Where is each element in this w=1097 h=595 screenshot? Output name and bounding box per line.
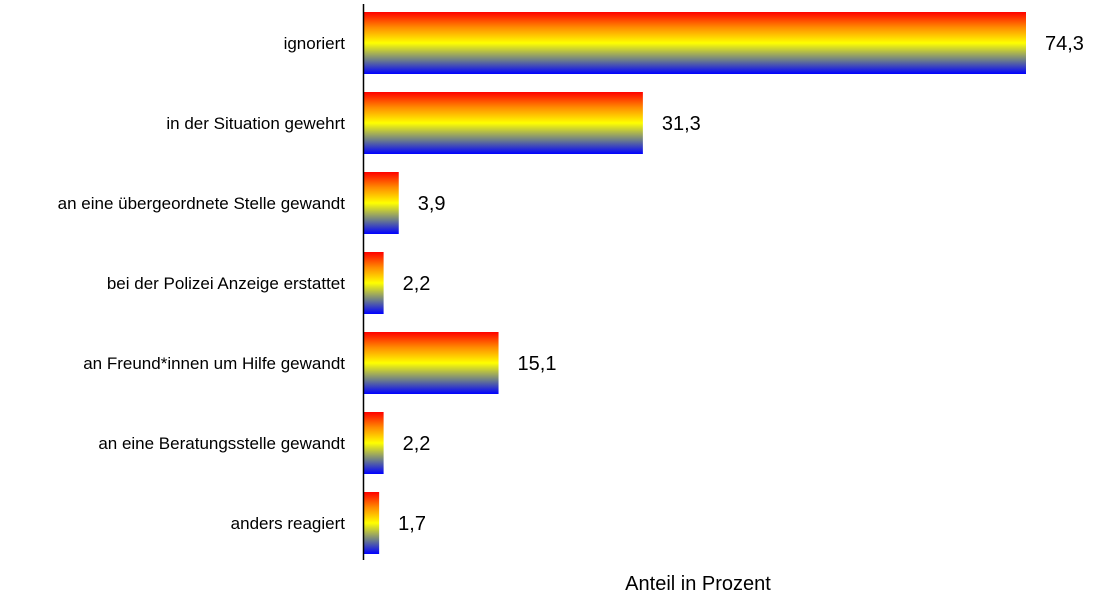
category-label: anders reagiert (231, 514, 346, 533)
bars-layer: ignoriert 74,3 in der Situation gewehrt 31,… (58, 12, 1084, 554)
category-label: an eine übergeordnete Stelle gewandt (58, 194, 346, 213)
category-label: bei der Polizei Anzeige erstattet (107, 274, 345, 293)
bar-4 (364, 332, 499, 394)
bar-5 (364, 412, 384, 474)
value-label: 15,1 (518, 353, 557, 375)
category-label: an eine Beratungsstelle gewandt (98, 434, 345, 453)
value-label: 2,2 (403, 273, 431, 295)
value-label: 74,3 (1045, 33, 1084, 55)
value-label: 3,9 (418, 193, 446, 215)
bar-2 (364, 172, 399, 234)
value-label: 2,2 (403, 433, 431, 455)
bar-0 (364, 12, 1026, 74)
x-axis-title: Anteil in Prozent (625, 573, 771, 595)
bar-1 (364, 92, 643, 154)
category-label: in der Situation gewehrt (166, 114, 345, 133)
category-label: an Freund*innen um Hilfe gewandt (83, 354, 345, 373)
category-label: ignoriert (284, 34, 346, 53)
bar-6 (364, 492, 380, 554)
value-label: 1,7 (398, 513, 426, 535)
bar-3 (364, 252, 384, 314)
value-label: 31,3 (662, 113, 701, 135)
